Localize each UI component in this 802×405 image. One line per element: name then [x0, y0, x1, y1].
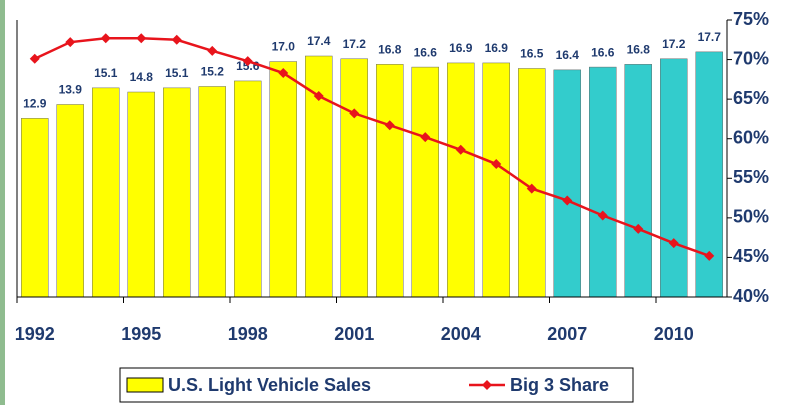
- y2-tick-label: 60%: [733, 127, 769, 147]
- bar: [624, 64, 652, 298]
- y2-tick-label: 65%: [733, 88, 769, 108]
- value-label: 16.8: [378, 42, 402, 56]
- bar: [21, 118, 49, 298]
- line-marker: [313, 90, 324, 101]
- line-marker: [526, 183, 537, 194]
- bar: [589, 66, 617, 298]
- line-marker: [242, 56, 253, 67]
- bar: [447, 62, 475, 298]
- legend-marker: [482, 380, 492, 390]
- y2-tick-label: 50%: [733, 207, 769, 227]
- bar: [553, 69, 581, 298]
- line-marker: [29, 53, 40, 64]
- value-label: 16.5: [520, 47, 544, 61]
- legend-label: U.S. Light Vehicle Sales: [168, 375, 371, 395]
- y2-tick-label: 40%: [733, 286, 769, 306]
- line-marker: [65, 37, 76, 48]
- line-marker: [207, 45, 218, 56]
- line-marker: [597, 210, 608, 221]
- y2-tick-label: 45%: [733, 246, 769, 266]
- line-marker: [136, 33, 147, 44]
- value-label: 13.9: [59, 83, 83, 97]
- value-label: 17.7: [698, 30, 722, 44]
- value-label: 17.2: [343, 37, 367, 51]
- y2-tick-label: 55%: [733, 167, 769, 187]
- bar: [234, 80, 262, 298]
- line-marker: [491, 159, 502, 170]
- line-marker: [633, 223, 644, 234]
- legend-label: Big 3 Share: [510, 375, 609, 395]
- line-marker: [384, 120, 395, 131]
- bar: [269, 61, 297, 298]
- value-label: 17.0: [272, 40, 296, 54]
- bar: [518, 68, 546, 298]
- line-marker: [455, 144, 466, 155]
- y2-tick-label: 70%: [733, 48, 769, 68]
- bar: [376, 64, 404, 298]
- x-tick-label: 1995: [121, 324, 161, 344]
- value-label: 16.4: [556, 48, 580, 62]
- x-tick-label: 2010: [654, 324, 694, 344]
- x-tick-label: 2007: [547, 324, 587, 344]
- bar: [56, 104, 84, 298]
- x-tick-label: 2004: [441, 324, 481, 344]
- legend-swatch: [126, 377, 164, 393]
- side-strip: [0, 0, 5, 405]
- value-label: 15.2: [201, 65, 225, 79]
- line: [34, 36, 710, 258]
- value-label: 17.4: [307, 34, 331, 48]
- line-marker: [278, 68, 289, 79]
- bar: [660, 58, 688, 298]
- line-marker: [100, 33, 111, 44]
- value-label: 15.1: [94, 66, 118, 80]
- line-marker: [420, 132, 431, 143]
- bar: [198, 86, 226, 298]
- line-marker: [704, 250, 715, 261]
- x-tick-label: 1998: [228, 324, 268, 344]
- value-label: 16.6: [414, 45, 438, 59]
- x-tick-label: 2001: [334, 324, 374, 344]
- x-tick-label: 1992: [15, 324, 55, 344]
- bar: [163, 87, 191, 298]
- bar: [92, 87, 120, 298]
- line-marker: [171, 34, 182, 45]
- value-label: 15.1: [165, 66, 189, 80]
- y2-tick-label: 75%: [733, 9, 769, 29]
- value-label: 16.6: [591, 45, 615, 59]
- line-marker: [668, 238, 679, 249]
- value-label: 16.8: [627, 42, 651, 56]
- value-label: 17.2: [662, 37, 686, 51]
- value-label: 12.9: [23, 97, 47, 111]
- bar: [340, 58, 368, 298]
- legend-box: [119, 367, 634, 403]
- bar: [411, 66, 439, 298]
- line-marker: [349, 108, 360, 119]
- bar: [127, 91, 155, 298]
- line-marker: [562, 195, 573, 206]
- value-label: 16.9: [485, 41, 509, 55]
- value-label: 16.9: [449, 41, 473, 55]
- bar: [482, 62, 510, 298]
- value-label: 14.8: [130, 70, 154, 84]
